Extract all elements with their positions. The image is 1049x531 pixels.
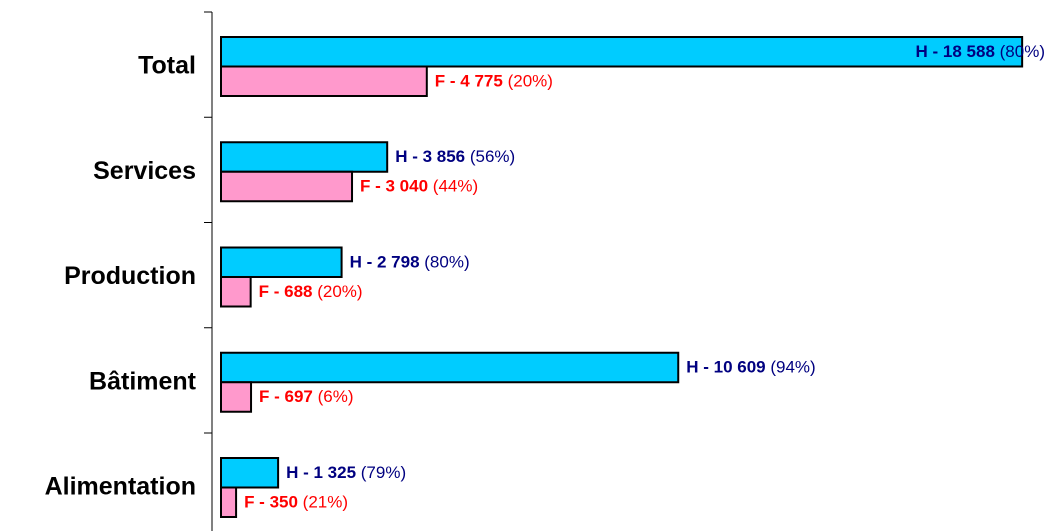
category-label: Alimentation xyxy=(45,473,196,501)
value-label: H - 3 856 (56%) xyxy=(395,147,515,166)
value-label: H - 10 609 (94%) xyxy=(686,358,815,377)
value-label: F - 688 (20%) xyxy=(259,282,363,301)
value-label-number: F - 697 xyxy=(259,387,313,406)
bar xyxy=(220,276,252,308)
share-label: (80%) xyxy=(1000,42,1045,61)
bar xyxy=(220,141,389,173)
category-label: Production xyxy=(64,262,196,290)
value-label: H - 1 325 (79%) xyxy=(286,463,406,482)
share-label: (79%) xyxy=(361,463,406,482)
value-label: H - 18 588 (80%) xyxy=(916,42,1045,61)
value-label: F - 697 (6%) xyxy=(259,387,354,406)
bar xyxy=(220,486,238,518)
category-label: Total xyxy=(138,52,196,80)
value-label-number: F - 4 775 xyxy=(435,72,503,91)
bar xyxy=(220,36,1024,68)
share-label: (94%) xyxy=(770,358,815,377)
share-label: (20%) xyxy=(317,282,362,301)
share-label: (6%) xyxy=(318,387,354,406)
value-label: F - 4 775 (20%) xyxy=(435,72,553,91)
value-label-number: H - 18 588 xyxy=(916,42,995,61)
share-label: (21%) xyxy=(303,493,348,512)
value-label-number: H - 3 856 xyxy=(395,147,465,166)
value-label-number: H - 10 609 xyxy=(686,358,765,377)
bar xyxy=(220,246,343,278)
category-label: Services xyxy=(93,157,196,185)
value-label: H - 2 798 (80%) xyxy=(350,253,470,272)
share-label: (56%) xyxy=(470,147,515,166)
value-label-number: F - 350 xyxy=(244,493,298,512)
value-label: F - 350 (21%) xyxy=(244,493,348,512)
value-label-number: H - 1 325 xyxy=(286,463,356,482)
value-label-number: F - 688 xyxy=(259,282,313,301)
value-label-number: H - 2 798 xyxy=(350,253,420,272)
bar xyxy=(220,457,280,489)
bar xyxy=(220,351,680,384)
share-label: (44%) xyxy=(433,177,478,196)
category-label: Bâtiment xyxy=(89,367,197,395)
share-label: (80%) xyxy=(424,253,469,272)
bar xyxy=(220,381,253,413)
bar xyxy=(220,170,354,203)
value-label: F - 3 040 (44%) xyxy=(360,177,478,196)
value-label-number: F - 3 040 xyxy=(360,177,428,196)
share-label: (20%) xyxy=(508,72,553,91)
bar xyxy=(220,65,428,97)
